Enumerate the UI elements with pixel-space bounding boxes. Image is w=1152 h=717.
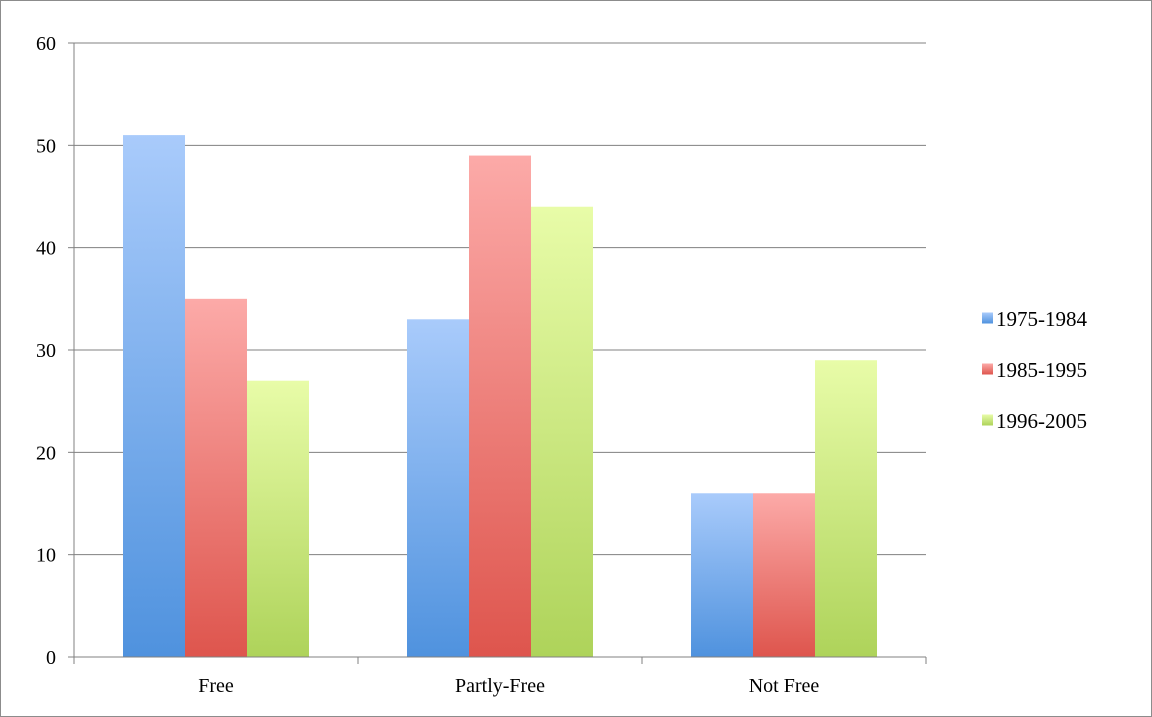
y-tick-label: 30	[36, 340, 56, 362]
y-tick-label: 20	[36, 442, 56, 464]
legend-label: 1985-1995	[996, 358, 1087, 382]
legend-swatch	[982, 312, 993, 324]
bars	[123, 135, 877, 658]
y-axis-ticks: 0 10 20 30 40 50 60	[36, 33, 74, 669]
bar-partly-free-1975-1984	[407, 319, 469, 657]
y-tick-label: 10	[36, 545, 56, 567]
x-category-label: Free	[198, 675, 234, 697]
legend-label: 1996-2005	[996, 409, 1087, 433]
bar-partly-free-1985-1995	[469, 155, 531, 658]
bar-not-free-1985-1995	[753, 493, 815, 657]
x-category-label: Not Free	[749, 675, 820, 697]
bar-not-free-1975-1984	[691, 493, 753, 657]
legend-swatch	[982, 414, 993, 426]
legend-label: 1975-1984	[996, 307, 1087, 331]
bar-partly-free-1996-2005	[531, 206, 593, 657]
bar-free-1996-2005	[247, 380, 309, 657]
legend: 1975-1984 1985-1995 1996-2005	[982, 307, 1087, 433]
bar-free-1975-1984	[123, 135, 185, 658]
y-tick-label: 60	[36, 33, 56, 55]
bar-free-1985-1995	[185, 298, 247, 657]
legend-swatch	[982, 363, 993, 375]
x-category-label: Partly-Free	[455, 675, 545, 697]
bar-not-free-1996-2005	[815, 360, 877, 657]
y-tick-label: 50	[36, 135, 56, 157]
y-tick-label: 0	[46, 647, 56, 669]
x-axis-labels: Free Partly-Free Not Free	[73, 657, 927, 697]
y-tick-label: 40	[36, 238, 56, 260]
